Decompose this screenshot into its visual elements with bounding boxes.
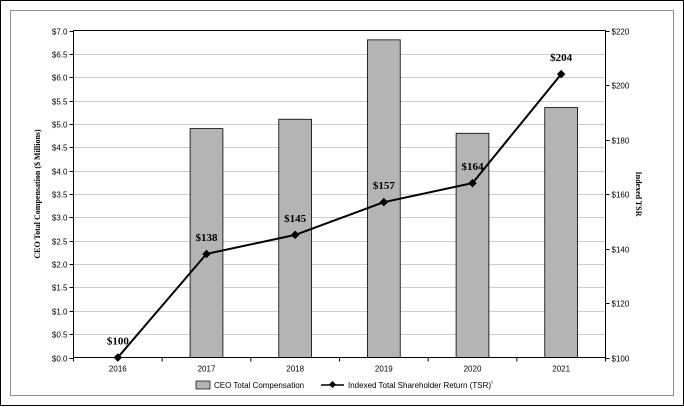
- tsr-marker: [468, 178, 477, 188]
- tsr-marker: [113, 353, 123, 362]
- x-tick-label: 2021: [552, 365, 570, 374]
- tsr-line: [117, 73, 562, 359]
- right-axis-label: Indexed TSR: [634, 172, 643, 217]
- compensation-bar: [367, 39, 401, 358]
- left-tick-label: $1.0: [52, 308, 68, 317]
- left-tick-label: $0.0: [52, 355, 68, 364]
- left-tick-label: $6.0: [52, 74, 68, 83]
- compensation-bar: [544, 107, 578, 358]
- left-axis: $0.0 $0.5 $1.0 $1.5 $2.0 $2.5 $3.0 $3.5 $4.0 $4.5…: [52, 28, 74, 364]
- left-tick-label: $2.0: [52, 261, 68, 270]
- legend: CEO Total Compensation Indexed Total Sha…: [195, 380, 493, 390]
- left-tick-label: $3.0: [52, 214, 68, 223]
- left-tick-label: $5.0: [52, 121, 68, 130]
- right-tick-label: $160: [612, 191, 630, 200]
- right-tick-label: $200: [612, 82, 630, 91]
- right-tick-label: $180: [612, 137, 630, 146]
- left-tick-label: $2.5: [52, 238, 68, 247]
- tsr-marker: [202, 249, 211, 259]
- bars-group: [189, 39, 578, 358]
- left-tick-label: $4.5: [52, 144, 68, 153]
- left-tick-label: $3.5: [52, 191, 68, 200]
- legend-bar-swatch: [195, 380, 211, 390]
- left-tick-label: $1.5: [52, 284, 68, 293]
- right-tick-label: $220: [612, 28, 630, 37]
- tsr-line-group: [113, 69, 566, 362]
- tsr-data-labels: $100 $138 $145 $157 $164 $204: [107, 52, 573, 347]
- right-tick-label: $140: [612, 246, 630, 255]
- x-tick-label: 2020: [464, 365, 482, 374]
- x-tick-label: 2018: [286, 365, 304, 374]
- tsr-data-label: $204: [550, 52, 573, 64]
- compensation-bar: [189, 128, 224, 358]
- tsr-data-label: $138: [196, 232, 219, 244]
- left-tick-label: $7.0: [52, 28, 68, 37]
- x-tick-label: 2016: [109, 365, 127, 374]
- x-tick-label: 2017: [198, 365, 216, 374]
- gridlines: [73, 54, 606, 335]
- legend-line-marker: [328, 380, 337, 389]
- left-tick-label: $6.5: [52, 51, 68, 60]
- left-tick-label: $5.5: [52, 98, 68, 107]
- left-tick-label: $4.0: [52, 168, 68, 177]
- legend-line-label: Indexed Total Shareholder Return (TSR)¹: [348, 381, 493, 390]
- left-axis-label: CEO Total Compensation ($ Millions): [33, 129, 42, 259]
- right-axis: $100 $120 $140 $160 $180 $200 $220: [605, 28, 630, 364]
- x-tick-label: 2019: [375, 365, 393, 374]
- tsr-data-label: $145: [284, 213, 307, 225]
- right-tick-label: $100: [612, 355, 630, 364]
- tsr-data-label: $157: [373, 180, 396, 192]
- left-tick-label: $0.5: [52, 331, 68, 340]
- tsr-data-label: $100: [107, 336, 130, 348]
- legend-bar-label: CEO Total Compensation: [214, 381, 304, 390]
- tsr-marker: [290, 230, 300, 240]
- tsr-data-label: $164: [462, 161, 485, 173]
- tsr-marker: [379, 197, 389, 207]
- right-tick-label: $120: [612, 300, 630, 309]
- x-axis: 2016 2017 2018 2019 2020 2021: [73, 357, 606, 374]
